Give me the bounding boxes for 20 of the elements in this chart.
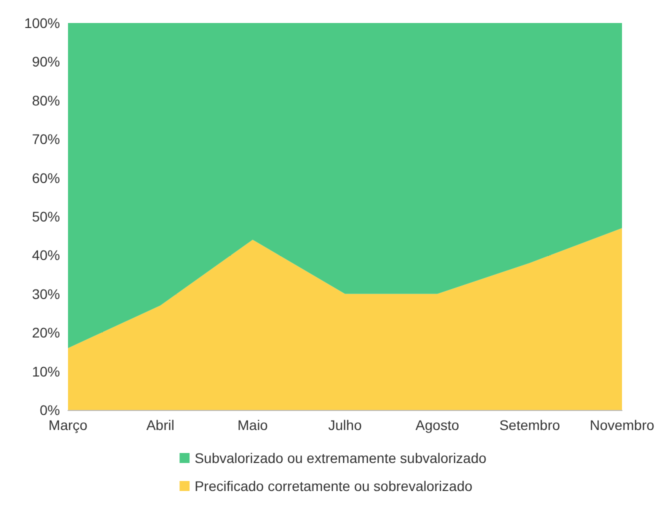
x-tick-label: Maio (237, 417, 268, 433)
x-tick-label: Agosto (416, 417, 460, 433)
y-tick-label: 10% (32, 363, 60, 380)
y-tick-label: 100% (24, 15, 60, 31)
y-tick-label: 20% (32, 324, 60, 341)
x-tick-label: Abril (146, 417, 174, 433)
y-tick-label: 50% (32, 208, 60, 224)
y-tick-label: 40% (32, 247, 60, 264)
y-tick-label: 30% (32, 286, 60, 302)
y-tick-label: 80% (32, 92, 60, 108)
x-tick-label: Março (48, 417, 88, 433)
y-tick-label: 90% (32, 54, 60, 70)
y-tick-label: 70% (32, 131, 60, 148)
x-tick-label: Julho (328, 417, 362, 433)
legend-label: Subvalorizado ou extremamente subvalorizado (194, 450, 487, 466)
y-tick-label: 0% (40, 402, 60, 418)
legend-label: Precificado corretamente ou sobrevalorizado (194, 478, 473, 494)
x-tick-label: Setembro (499, 417, 560, 433)
y-tick-label: 60% (32, 170, 60, 186)
x-tick-label: Novembro (590, 417, 654, 433)
